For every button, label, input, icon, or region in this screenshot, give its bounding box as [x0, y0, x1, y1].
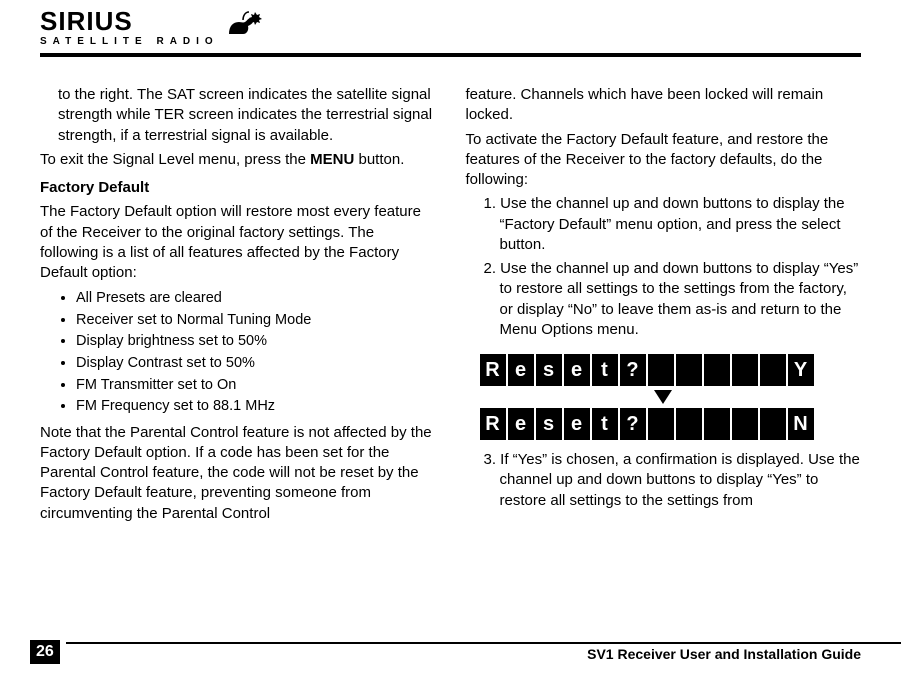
list-item: FM Transmitter set to On	[76, 376, 436, 396]
paragraph: To exit the Signal Level menu, press the…	[40, 150, 436, 170]
step: 3. If “Yes” is chosen, a confirmation is…	[466, 450, 862, 511]
arrow-down-icon	[650, 390, 676, 404]
dog-star-icon	[225, 8, 263, 43]
lcd-cell: R	[480, 408, 506, 440]
logo: SIRIUS SATELLITE RADIO	[40, 8, 861, 47]
paragraph: To activate the Factory Default feature,…	[466, 130, 862, 191]
lcd-cell	[732, 354, 758, 386]
right-column: feature. Channels which have been locked…	[466, 85, 862, 528]
lcd-cell	[760, 354, 786, 386]
list-item: Display Contrast set to 50%	[76, 354, 436, 374]
paragraph: feature. Channels which have been locked…	[466, 85, 862, 126]
logo-subtitle: SATELLITE RADIO	[40, 36, 219, 47]
lcd-cell: Y	[788, 354, 814, 386]
list-item: Receiver set to Normal Tuning Mode	[76, 311, 436, 331]
lcd-cell: R	[480, 354, 506, 386]
lcd-cell: ?	[620, 354, 646, 386]
left-column: to the right. The SAT screen indicates t…	[40, 85, 436, 528]
lcd-cell	[648, 354, 674, 386]
logo-brand: SIRIUS	[40, 8, 219, 34]
step: 2. Use the channel up and down buttons t…	[466, 259, 862, 340]
section-heading: Factory Default	[40, 178, 436, 198]
lcd-cell: t	[592, 354, 618, 386]
lcd-cell	[760, 408, 786, 440]
text: button.	[354, 151, 404, 168]
lcd-cell: t	[592, 408, 618, 440]
lcd-cell: e	[508, 408, 534, 440]
list-item: All Presets are cleared	[76, 289, 436, 309]
header: SIRIUS SATELLITE RADIO	[40, 0, 861, 57]
lcd-cell: s	[536, 408, 562, 440]
footer-title: SV1 Receiver User and Installation Guide	[587, 646, 861, 662]
list-item: FM Frequency set to 88.1 MHz	[76, 397, 436, 417]
header-rule	[40, 53, 861, 57]
lcd-cell: e	[508, 354, 534, 386]
lcd-cell	[704, 408, 730, 440]
step: 1. Use the channel up and down buttons t…	[466, 194, 862, 255]
lcd-cell	[704, 354, 730, 386]
lcd-cell: N	[788, 408, 814, 440]
menu-bold: MENU	[310, 151, 354, 168]
footer: 26 SV1 Receiver User and Installation Gu…	[0, 640, 901, 664]
lcd-cell	[676, 354, 702, 386]
lcd-cell: e	[564, 408, 590, 440]
page-number: 26	[30, 640, 60, 664]
lcd-cell: e	[564, 354, 590, 386]
text: To exit the Signal Level menu, press the	[40, 151, 310, 168]
lcd-display-group: R e s e t ? Y R e	[480, 354, 862, 440]
lcd-row-2: R e s e t ? N	[480, 408, 862, 440]
lcd-cell	[676, 408, 702, 440]
paragraph: to the right. The SAT screen indicates t…	[40, 85, 436, 146]
content-columns: to the right. The SAT screen indicates t…	[40, 85, 861, 528]
lcd-row-1: R e s e t ? Y	[480, 354, 862, 386]
lcd-cell	[648, 408, 674, 440]
lcd-cell	[732, 408, 758, 440]
bullet-list: All Presets are cleared Receiver set to …	[40, 289, 436, 416]
list-item: Display brightness set to 50%	[76, 332, 436, 352]
lcd-cell: s	[536, 354, 562, 386]
paragraph: Note that the Parental Control feature i…	[40, 423, 436, 524]
footer-rule: SV1 Receiver User and Installation Guide	[66, 642, 901, 664]
lcd-cell: ?	[620, 408, 646, 440]
paragraph: The Factory Default option will restore …	[40, 202, 436, 283]
